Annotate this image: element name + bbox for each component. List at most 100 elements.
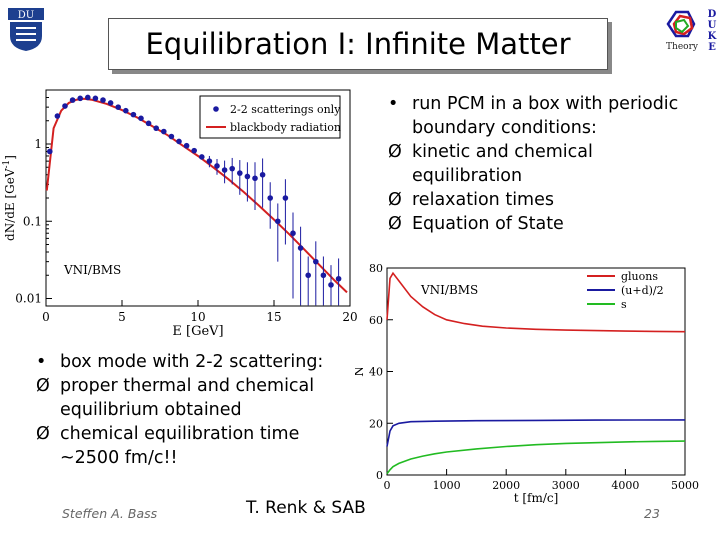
plot-frame: [386, 267, 686, 476]
data-point: [153, 125, 159, 132]
data-point: [123, 107, 129, 114]
data-point: [214, 163, 220, 169]
data-point: [252, 175, 258, 182]
slide-title: Equilibration I: Infinite Matter: [145, 27, 571, 61]
y-axis-label: N: [355, 366, 366, 377]
bullet-marker: •: [388, 94, 399, 114]
x-tick-label: 0: [384, 479, 391, 492]
data-point: [199, 154, 205, 160]
legend-box: [199, 95, 341, 139]
bullet-text: proper thermal and chemical equilibrium …: [60, 376, 315, 420]
x-tick-label: 10: [190, 310, 205, 324]
particle-number-chart: 0 1000 2000 3000 4000 5000 0 20 40 60 80 t [fm/c] Ng…: [355, 262, 699, 505]
y-axis-label: dN/dE [GeV-1]: [2, 155, 17, 241]
series-line-1: [386, 419, 686, 447]
x-tick-label: 3000: [552, 479, 580, 492]
bullet-text: run PCM in a box with periodic boundary …: [412, 94, 679, 138]
data-point: [62, 103, 68, 109]
data-point: [244, 173, 251, 180]
data-point: [77, 95, 83, 102]
energy-spectrum-chart: 0 5 10 15 20 0.01 0.1 1 E [GeV] dN/dE [GeV-1] 2-2 …: [2, 89, 358, 338]
title-box: Equilibration I: Infinite Matter: [108, 18, 608, 70]
bullet-text: box mode with 2-2 scattering:: [60, 352, 324, 372]
logo-letter-e: E: [708, 42, 716, 53]
y-tick-label: 20: [369, 417, 383, 430]
bullet-text: Equation of State: [412, 214, 564, 234]
data-point: [328, 282, 334, 288]
x-tick-label: 1000: [433, 479, 461, 492]
data-point: [54, 113, 61, 119]
data-point: [92, 95, 99, 102]
data-point: [100, 97, 106, 103]
series-line-2: [386, 440, 686, 475]
data-point: [206, 158, 213, 164]
data-point: [282, 195, 289, 201]
data-point: [275, 218, 281, 225]
x-axis-label: t [fm/c]: [514, 491, 559, 505]
bullet-item: • box mode with 2-2 scattering:: [36, 350, 336, 374]
x-axis-label: E [GeV]: [172, 324, 223, 338]
bullet-marker: •: [36, 352, 47, 372]
legend-label: s: [621, 298, 627, 311]
bullet-marker: Ø: [388, 190, 402, 210]
data-point: [290, 230, 296, 237]
data-point: [259, 171, 266, 178]
y-tick-label: 0: [376, 469, 383, 482]
y-tick-label: 0.1: [23, 214, 42, 228]
x-tick-label: 2000: [492, 479, 520, 492]
data-point: [221, 167, 228, 173]
data-point: [47, 148, 53, 155]
data-point: [85, 94, 91, 101]
x-tick-label: 15: [266, 310, 281, 324]
data-point: [161, 128, 167, 135]
x-tick-label: 0: [42, 310, 50, 324]
data-point: [267, 195, 274, 201]
logo-hexagon-blue: [666, 10, 696, 38]
bullet-text: kinetic and chemical equilibration: [412, 142, 593, 186]
logo-hexagon-green: [675, 18, 690, 34]
logo-letter-d: D: [708, 9, 717, 20]
chart-annotation: VNI/BMS: [420, 283, 478, 297]
data-point: [305, 272, 312, 279]
logo-hexagon-red: [672, 14, 694, 36]
y-tick-label: 1: [34, 137, 42, 151]
data-point: [69, 97, 76, 103]
page-number: 23: [644, 506, 660, 521]
data-point: [229, 165, 235, 172]
data-point: [191, 147, 197, 154]
logo-banner: [8, 8, 44, 20]
bullet-marker: Ø: [388, 214, 402, 234]
legend-label: (u+d)/2: [621, 284, 664, 297]
legend-label-curve: blackbody radiation: [230, 121, 341, 134]
data-point: [320, 272, 327, 279]
bullet-text: relaxation times: [412, 190, 554, 210]
bullet-item: • run PCM in a box with periodic boundary…: [388, 92, 708, 140]
data-point: [176, 138, 182, 145]
data-point: [183, 142, 190, 149]
bullet-marker: Ø: [388, 142, 402, 162]
data-point: [107, 100, 114, 106]
logo-shield: [10, 22, 42, 51]
y-axis-label-bracket: ]: [3, 155, 17, 160]
y-tick-label: 80: [369, 262, 383, 275]
x-tick-label: 4000: [611, 479, 639, 492]
bullet-marker: Ø: [36, 376, 50, 396]
data-point: [313, 258, 319, 265]
y-tick-label: 0.01: [15, 292, 42, 306]
y-axis-label-superscript: -1: [2, 160, 12, 169]
x-tick-label: 5000: [671, 479, 699, 492]
logo-letter-u: U: [708, 20, 717, 31]
series-line-0: [386, 271, 686, 333]
data-point: [138, 115, 144, 122]
bullet-item: Ø Equation of State: [388, 212, 708, 236]
data-point: [145, 120, 152, 127]
data-point: [335, 275, 342, 282]
footer-credit: T. Renk & SAB: [246, 498, 366, 518]
legend-marker-points: [213, 106, 219, 112]
y-tick-label: 40: [369, 366, 383, 379]
duke-theory-logo: Theory D U K E: [666, 9, 717, 53]
